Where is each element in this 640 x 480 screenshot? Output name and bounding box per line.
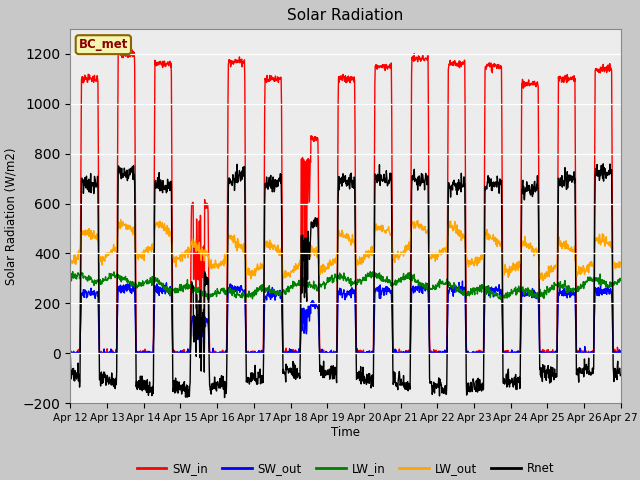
SW_in	[432, 350, 440, 356]
Legend: SW_in, SW_out, LW_in, LW_out, Rnet: SW_in, SW_out, LW_in, LW_out, Rnet	[132, 458, 559, 480]
Rnet	[67, 355, 74, 360]
LW_in	[552, 282, 560, 288]
SW_out	[552, 348, 559, 354]
LW_in	[189, 290, 197, 296]
Line: SW_in: SW_in	[70, 50, 621, 353]
LW_out	[176, 252, 184, 258]
Rnet	[617, 372, 625, 378]
Rnet	[189, 283, 196, 288]
LW_out	[189, 240, 197, 246]
LW_in	[617, 276, 625, 282]
LW_in	[504, 289, 511, 295]
LW_in	[432, 282, 440, 288]
SW_out	[250, 350, 258, 356]
SW_out	[617, 348, 625, 354]
X-axis label: Time: Time	[331, 426, 360, 439]
Text: BC_met: BC_met	[79, 38, 128, 51]
SW_out	[67, 350, 74, 356]
SW_in	[129, 47, 136, 53]
Line: LW_out: LW_out	[70, 219, 621, 280]
Rnet	[251, 378, 259, 384]
LW_out	[117, 216, 125, 222]
SW_in	[552, 350, 560, 356]
LW_out	[251, 266, 259, 272]
SW_in	[67, 350, 75, 356]
SW_in	[189, 276, 197, 282]
Rnet	[504, 378, 511, 384]
SW_out	[459, 278, 467, 284]
LW_in	[67, 271, 74, 277]
LW_in	[69, 269, 77, 275]
Title: Solar Radiation: Solar Radiation	[287, 9, 404, 24]
LW_out	[504, 267, 511, 273]
Rnet	[600, 161, 607, 167]
Rnet	[431, 381, 439, 386]
SW_in	[177, 350, 184, 356]
Line: Rnet: Rnet	[70, 164, 621, 397]
LW_out	[540, 277, 547, 283]
SW_out	[189, 316, 196, 322]
LW_in	[241, 297, 249, 303]
SW_in	[67, 347, 74, 353]
SW_out	[431, 349, 439, 355]
LW_out	[431, 258, 439, 264]
SW_out	[504, 348, 511, 354]
LW_in	[252, 287, 259, 293]
LW_out	[67, 264, 74, 269]
SW_in	[504, 350, 511, 356]
SW_in	[252, 348, 259, 354]
Line: SW_out: SW_out	[70, 281, 621, 353]
LW_out	[552, 264, 560, 270]
SW_in	[617, 350, 625, 356]
Y-axis label: Solar Radiation (W/m2): Solar Radiation (W/m2)	[4, 147, 17, 285]
Rnet	[221, 395, 228, 400]
SW_out	[175, 350, 183, 356]
Rnet	[175, 385, 183, 391]
LW_out	[617, 259, 625, 265]
Line: LW_in: LW_in	[70, 272, 621, 300]
LW_in	[176, 282, 184, 288]
Rnet	[552, 371, 559, 377]
